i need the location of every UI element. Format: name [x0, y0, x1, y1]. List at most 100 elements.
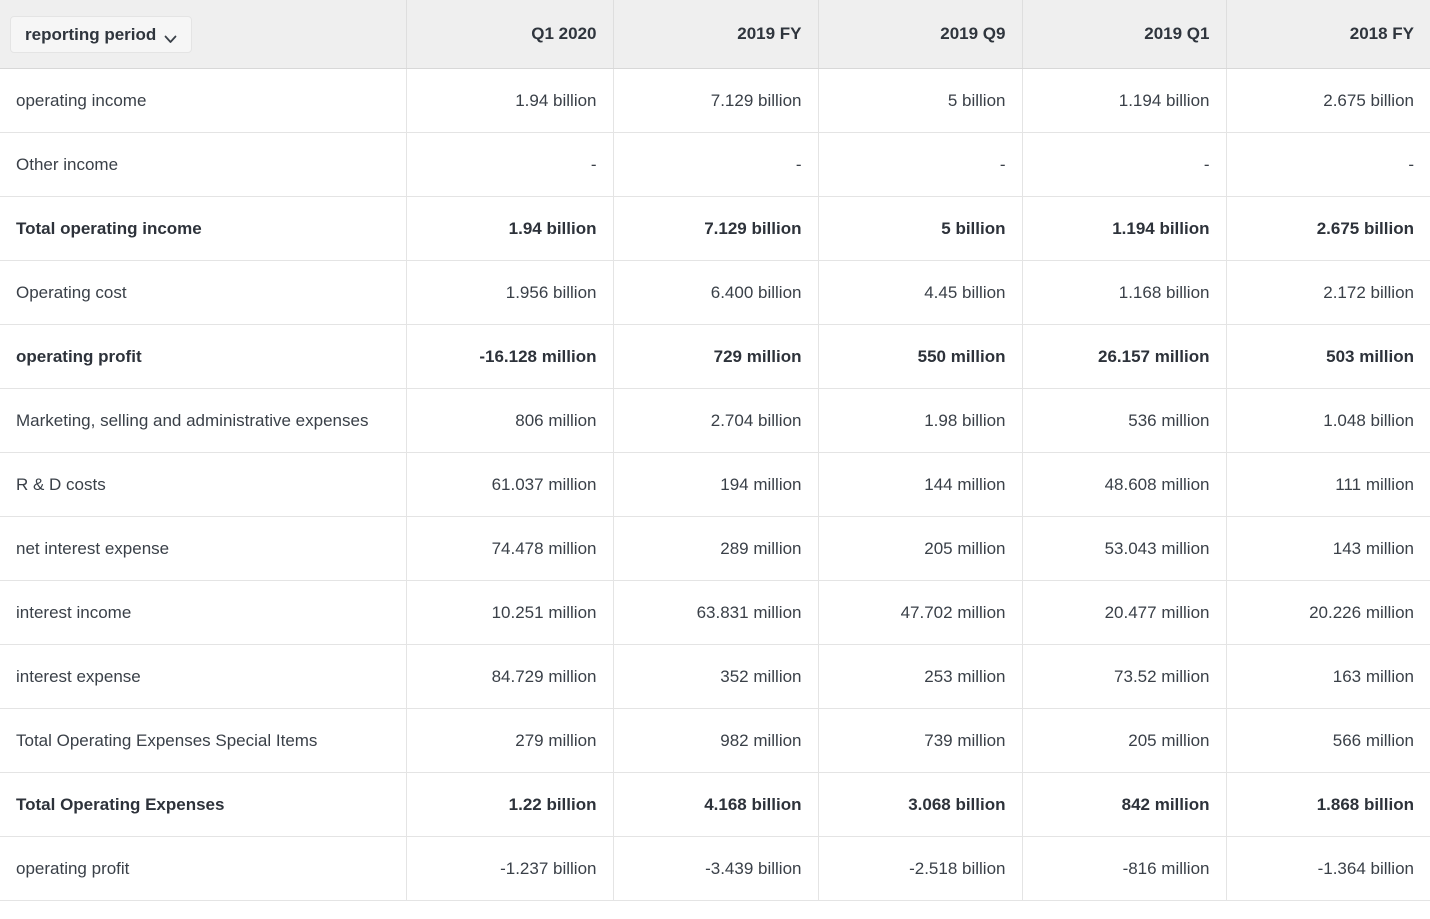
cell-value: 279 million	[405, 708, 613, 773]
cell-value: 143 million	[1225, 516, 1430, 581]
row-label: Other income	[0, 132, 406, 197]
reporting-period-dropdown[interactable]: reporting period	[10, 15, 193, 53]
row-label: Total Operating Expenses	[0, 772, 406, 837]
table-row: interest expense 84.729 million 352 mill…	[0, 644, 1430, 709]
cell-value: 144 million	[817, 452, 1022, 517]
cell-value: 1.98 billion	[817, 388, 1022, 453]
cell-value: 806 million	[405, 388, 613, 453]
cell-value: 550 million	[817, 324, 1022, 389]
cell-value: 503 million	[1225, 324, 1430, 389]
chevron-down-icon	[164, 30, 177, 43]
cell-value: 566 million	[1225, 708, 1430, 773]
cell-value: 352 million	[612, 644, 818, 709]
table-row: operating income 1.94 billion 7.129 bill…	[0, 68, 1430, 133]
row-label: operating profit	[0, 324, 406, 389]
table-row: interest income 10.251 million 63.831 mi…	[0, 580, 1430, 645]
cell-value: 2.172 billion	[1225, 260, 1430, 325]
cell-value: 48.608 million	[1021, 452, 1226, 517]
cell-value: 1.194 billion	[1021, 68, 1226, 133]
cell-value: 61.037 million	[405, 452, 613, 517]
table-row: Other income - - - - -	[0, 132, 1430, 197]
cell-value: -3.439 billion	[612, 836, 818, 901]
cell-value: 2.675 billion	[1225, 196, 1430, 261]
cell-value: 1.956 billion	[405, 260, 613, 325]
cell-value: 47.702 million	[817, 580, 1022, 645]
cell-value: 289 million	[612, 516, 818, 581]
table-row: Total Operating Expenses 1.22 billion 4.…	[0, 772, 1430, 837]
cell-value: 842 million	[1021, 772, 1226, 837]
cell-value: 1.868 billion	[1225, 772, 1430, 837]
cell-value: -	[1021, 132, 1226, 197]
cell-value: 163 million	[1225, 644, 1430, 709]
reporting-period-label: reporting period	[25, 24, 157, 44]
table-row: Total operating income 1.94 billion 7.12…	[0, 196, 1430, 261]
cell-value: 1.22 billion	[405, 772, 613, 837]
cell-value: -	[817, 132, 1022, 197]
table-row: R & D costs 61.037 million 194 million 1…	[0, 452, 1430, 517]
cell-value: 2.704 billion	[612, 388, 818, 453]
row-label: Operating cost	[0, 260, 406, 325]
cell-value: 536 million	[1021, 388, 1226, 453]
cell-value: 205 million	[817, 516, 1022, 581]
cell-value: 6.400 billion	[612, 260, 818, 325]
cell-value: 7.129 billion	[612, 196, 818, 261]
cell-value: 739 million	[817, 708, 1022, 773]
table-row: Operating cost 1.956 billion 6.400 billi…	[0, 260, 1430, 325]
cell-value: -	[405, 132, 613, 197]
row-label: R & D costs	[0, 452, 406, 517]
table-row: operating profit -16.128 million 729 mil…	[0, 324, 1430, 389]
row-label: operating profit	[0, 836, 406, 901]
table-header: reporting period Q1 2020 2019 FY 2019 Q9…	[0, 0, 1430, 69]
cell-value: 729 million	[612, 324, 818, 389]
cell-value: -2.518 billion	[817, 836, 1022, 901]
row-label: Total operating income	[0, 196, 406, 261]
cell-value: 194 million	[612, 452, 818, 517]
cell-value: 73.52 million	[1021, 644, 1226, 709]
header-cell-q1-2020: Q1 2020	[405, 0, 613, 69]
cell-value: 26.157 million	[1021, 324, 1226, 389]
row-label: Marketing, selling and administrative ex…	[0, 388, 406, 453]
cell-value: 1.94 billion	[405, 196, 613, 261]
cell-value: 1.94 billion	[405, 68, 613, 133]
cell-value: 2.675 billion	[1225, 68, 1430, 133]
cell-value: 84.729 million	[405, 644, 613, 709]
cell-value: 63.831 million	[612, 580, 818, 645]
header-cell-2019-q9: 2019 Q9	[817, 0, 1022, 69]
cell-value: 53.043 million	[1021, 516, 1226, 581]
cell-value: 5 billion	[817, 68, 1022, 133]
row-label: Total Operating Expenses Special Items	[0, 708, 406, 773]
cell-value: -1.237 billion	[405, 836, 613, 901]
cell-value: 3.068 billion	[817, 772, 1022, 837]
cell-value: 982 million	[612, 708, 818, 773]
cell-value: -816 million	[1021, 836, 1226, 901]
row-label: net interest expense	[0, 516, 406, 581]
table-row: operating profit -1.237 billion -3.439 b…	[0, 836, 1430, 901]
header-cell-reporting-period: reporting period	[0, 0, 406, 69]
cell-value: -16.128 million	[405, 324, 613, 389]
cell-value: 253 million	[817, 644, 1022, 709]
cell-value: 205 million	[1021, 708, 1226, 773]
row-label: operating income	[0, 68, 406, 133]
cell-value: 1.048 billion	[1225, 388, 1430, 453]
cell-value: 74.478 million	[405, 516, 613, 581]
table-row: Marketing, selling and administrative ex…	[0, 388, 1430, 453]
cell-value: -	[612, 132, 818, 197]
row-label: interest expense	[0, 644, 406, 709]
header-cell-2018-fy: 2018 FY	[1225, 0, 1430, 69]
cell-value: 20.226 million	[1225, 580, 1430, 645]
cell-value: 5 billion	[817, 196, 1022, 261]
cell-value: 1.194 billion	[1021, 196, 1226, 261]
cell-value: 1.168 billion	[1021, 260, 1226, 325]
header-cell-2019-q1: 2019 Q1	[1021, 0, 1226, 69]
header-cell-2019-fy: 2019 FY	[612, 0, 818, 69]
cell-value: 111 million	[1225, 452, 1430, 517]
cell-value: -1.364 billion	[1225, 836, 1430, 901]
header-row: reporting period Q1 2020 2019 FY 2019 Q9…	[0, 0, 1430, 69]
cell-value: 4.45 billion	[817, 260, 1022, 325]
table-body: operating income 1.94 billion 7.129 bill…	[0, 68, 1430, 901]
cell-value: 4.168 billion	[612, 772, 818, 837]
cell-value: 20.477 million	[1021, 580, 1226, 645]
table-row: net interest expense 74.478 million 289 …	[0, 516, 1430, 581]
cell-value: 10.251 million	[405, 580, 613, 645]
